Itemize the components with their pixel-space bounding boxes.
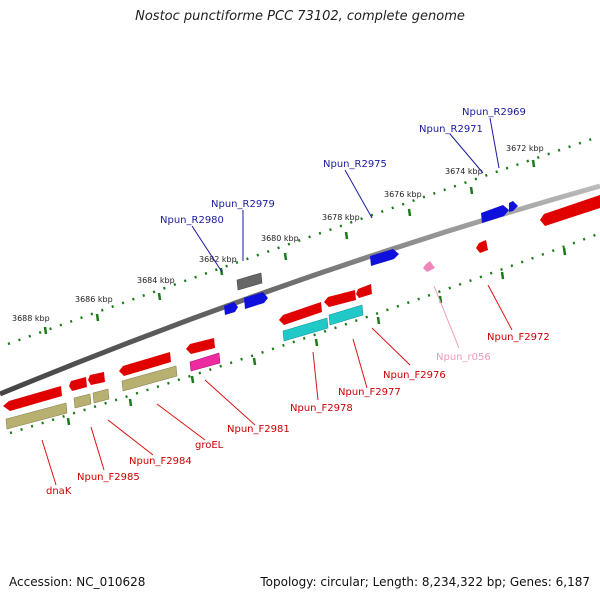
gene-Npun_R2969[interactable] bbox=[509, 201, 518, 212]
label-Npun_F2978: Npun_F2978 bbox=[290, 403, 353, 414]
kbp-label: 3684 kbp bbox=[137, 276, 175, 285]
label-Npun_R2969: Npun_R2969 bbox=[462, 107, 526, 118]
kbp-label: 3676 kbp bbox=[384, 190, 422, 199]
label-Npun_r056: Npun_r056 bbox=[436, 352, 491, 363]
label-Npun_R2980: Npun_R2980 bbox=[160, 215, 224, 226]
gene-Npun_F2976[interactable] bbox=[356, 284, 372, 298]
label-groEL: groEL bbox=[195, 440, 224, 451]
forward-genes bbox=[224, 201, 518, 315]
label-Npun_F2972: Npun_F2972 bbox=[487, 332, 550, 343]
kbp-label: 3686 kbp bbox=[75, 295, 113, 304]
kbp-label: 3680 kbp bbox=[261, 234, 299, 243]
genome-backbone bbox=[0, 183, 600, 397]
scale-major-ticks-upper bbox=[43, 159, 536, 335]
topology-text: Topology: circular; Length: 8,234,322 bp… bbox=[260, 575, 590, 589]
gene-Npun_F2985b[interactable] bbox=[88, 372, 105, 385]
leader-lines-reverse bbox=[41, 284, 513, 486]
gene-groEL[interactable] bbox=[186, 338, 215, 354]
kbp-labels: 3688 kbp 3686 kbp 3684 kbp 3682 kbp 3680… bbox=[12, 144, 544, 323]
accession-text: Accession: NC_010628 bbox=[9, 575, 146, 589]
label-Npun_F2981: Npun_F2981 bbox=[227, 424, 290, 435]
reverse-genes bbox=[3, 195, 600, 411]
label-Npun_R2971: Npun_R2971 bbox=[419, 124, 483, 135]
gene-Npun_F2985a[interactable] bbox=[69, 377, 87, 391]
label-Npun_F2984: Npun_F2984 bbox=[129, 456, 192, 467]
cds-olive bbox=[5, 365, 178, 430]
gene-Npun_R2971[interactable] bbox=[481, 205, 509, 223]
gene-Npun_F2972[interactable] bbox=[476, 240, 488, 253]
map-title: Nostoc punctiforme PCC 73102, complete g… bbox=[135, 9, 465, 24]
ncrna-Npun_r056[interactable] bbox=[423, 261, 435, 272]
kbp-label: 3678 kbp bbox=[322, 213, 360, 222]
gene-Npun_F2977[interactable] bbox=[324, 290, 356, 307]
gene-Npun_R2979[interactable] bbox=[244, 292, 268, 309]
label-Npun_F2976: Npun_F2976 bbox=[383, 370, 446, 381]
label-Npun_F2977: Npun_F2977 bbox=[338, 387, 401, 398]
forward-labels: Npun_R2980 Npun_R2979 Npun_R2975 Npun_R2… bbox=[160, 107, 526, 226]
gene-Npun_R2975[interactable] bbox=[370, 249, 399, 266]
cds-misc bbox=[189, 272, 364, 372]
gene-Npun_F2978[interactable] bbox=[279, 302, 322, 325]
kbp-label: 3672 kbp bbox=[506, 144, 544, 153]
leader-lines-forward bbox=[191, 117, 500, 273]
scale-track-lower bbox=[9, 232, 599, 435]
gene-edge-reverse[interactable] bbox=[540, 195, 600, 226]
gene-Npun_R2980[interactable] bbox=[224, 302, 238, 315]
reverse-labels: dnaK Npun_F2985 Npun_F2984 groEL Npun_F2… bbox=[46, 332, 550, 497]
kbp-label: 3674 kbp bbox=[445, 167, 483, 176]
leader-line-ncrna bbox=[433, 285, 460, 349]
label-Npun_R2975: Npun_R2975 bbox=[323, 159, 387, 170]
kbp-label: 3682 kbp bbox=[199, 255, 237, 264]
kbp-label: 3688 kbp bbox=[12, 314, 50, 323]
gene-Npun_F2984[interactable] bbox=[119, 352, 171, 376]
label-Npun_R2979: Npun_R2979 bbox=[211, 199, 275, 210]
scale-track-upper bbox=[7, 136, 596, 346]
label-dnaK: dnaK bbox=[46, 486, 72, 497]
gene-dnaK[interactable] bbox=[3, 386, 62, 411]
label-Npun_F2985: Npun_F2985 bbox=[77, 472, 140, 483]
